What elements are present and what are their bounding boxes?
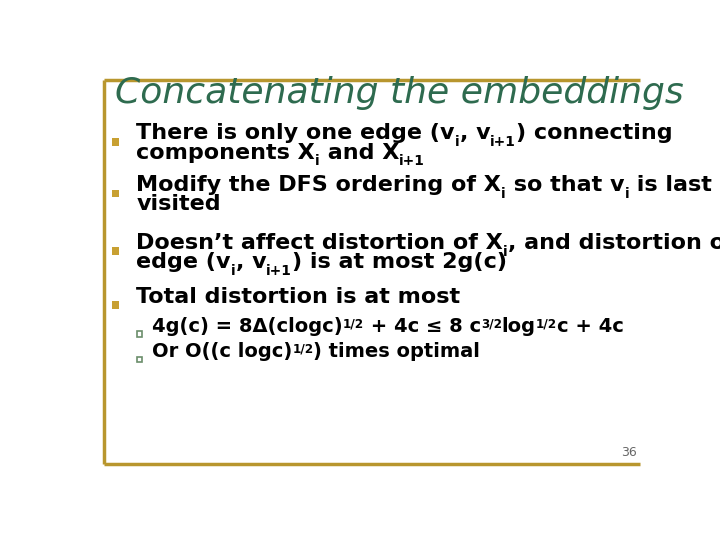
Text: visited: visited: [137, 194, 221, 214]
Text: 1/2: 1/2: [536, 317, 557, 330]
Text: + 4c ≤ 8 c: + 4c ≤ 8 c: [364, 317, 481, 336]
Text: i+1: i+1: [400, 154, 425, 168]
Text: 4g(c) = 8Δ(clogc): 4g(c) = 8Δ(clogc): [152, 317, 343, 336]
Text: so that v: so that v: [506, 175, 624, 195]
Text: 3/2: 3/2: [481, 317, 502, 330]
Text: i: i: [501, 187, 506, 201]
Text: i: i: [624, 187, 629, 201]
Text: 36: 36: [621, 446, 636, 459]
Text: components X: components X: [137, 143, 315, 163]
Text: i: i: [455, 135, 459, 149]
Text: ) is at most 2g(c): ) is at most 2g(c): [292, 252, 507, 272]
Text: Concatenating the embeddings: Concatenating the embeddings: [114, 76, 683, 110]
Text: Modify the DFS ordering of X: Modify the DFS ordering of X: [137, 175, 501, 195]
Text: , v: , v: [235, 252, 266, 272]
Text: c + 4c: c + 4c: [557, 317, 624, 336]
Text: is last: is last: [629, 175, 712, 195]
Text: There is only one edge (v: There is only one edge (v: [137, 124, 455, 144]
Text: i+1: i+1: [490, 135, 516, 149]
Text: , and distortion of: , and distortion of: [508, 233, 720, 253]
Text: 1/2: 1/2: [292, 342, 313, 355]
Text: Or O((c logc): Or O((c logc): [152, 342, 292, 361]
Bar: [112, 301, 120, 309]
Bar: [137, 356, 142, 362]
Text: i+1: i+1: [266, 264, 292, 278]
Text: Total distortion is at most: Total distortion is at most: [137, 287, 461, 307]
Text: ) connecting: ) connecting: [516, 124, 672, 144]
Text: log: log: [502, 317, 536, 336]
Text: 1/2: 1/2: [343, 317, 364, 330]
Text: and X: and X: [320, 143, 400, 163]
Text: ) times optimal: ) times optimal: [313, 342, 480, 361]
Bar: [112, 138, 120, 146]
Text: Doesn’t affect distortion of X: Doesn’t affect distortion of X: [137, 233, 503, 253]
Text: edge (v: edge (v: [137, 252, 231, 272]
Text: i: i: [503, 245, 508, 259]
Bar: [112, 190, 120, 197]
Text: i: i: [231, 264, 235, 278]
Bar: [112, 247, 120, 255]
Bar: [137, 331, 142, 336]
Text: i: i: [315, 154, 320, 168]
Text: , v: , v: [459, 124, 490, 144]
